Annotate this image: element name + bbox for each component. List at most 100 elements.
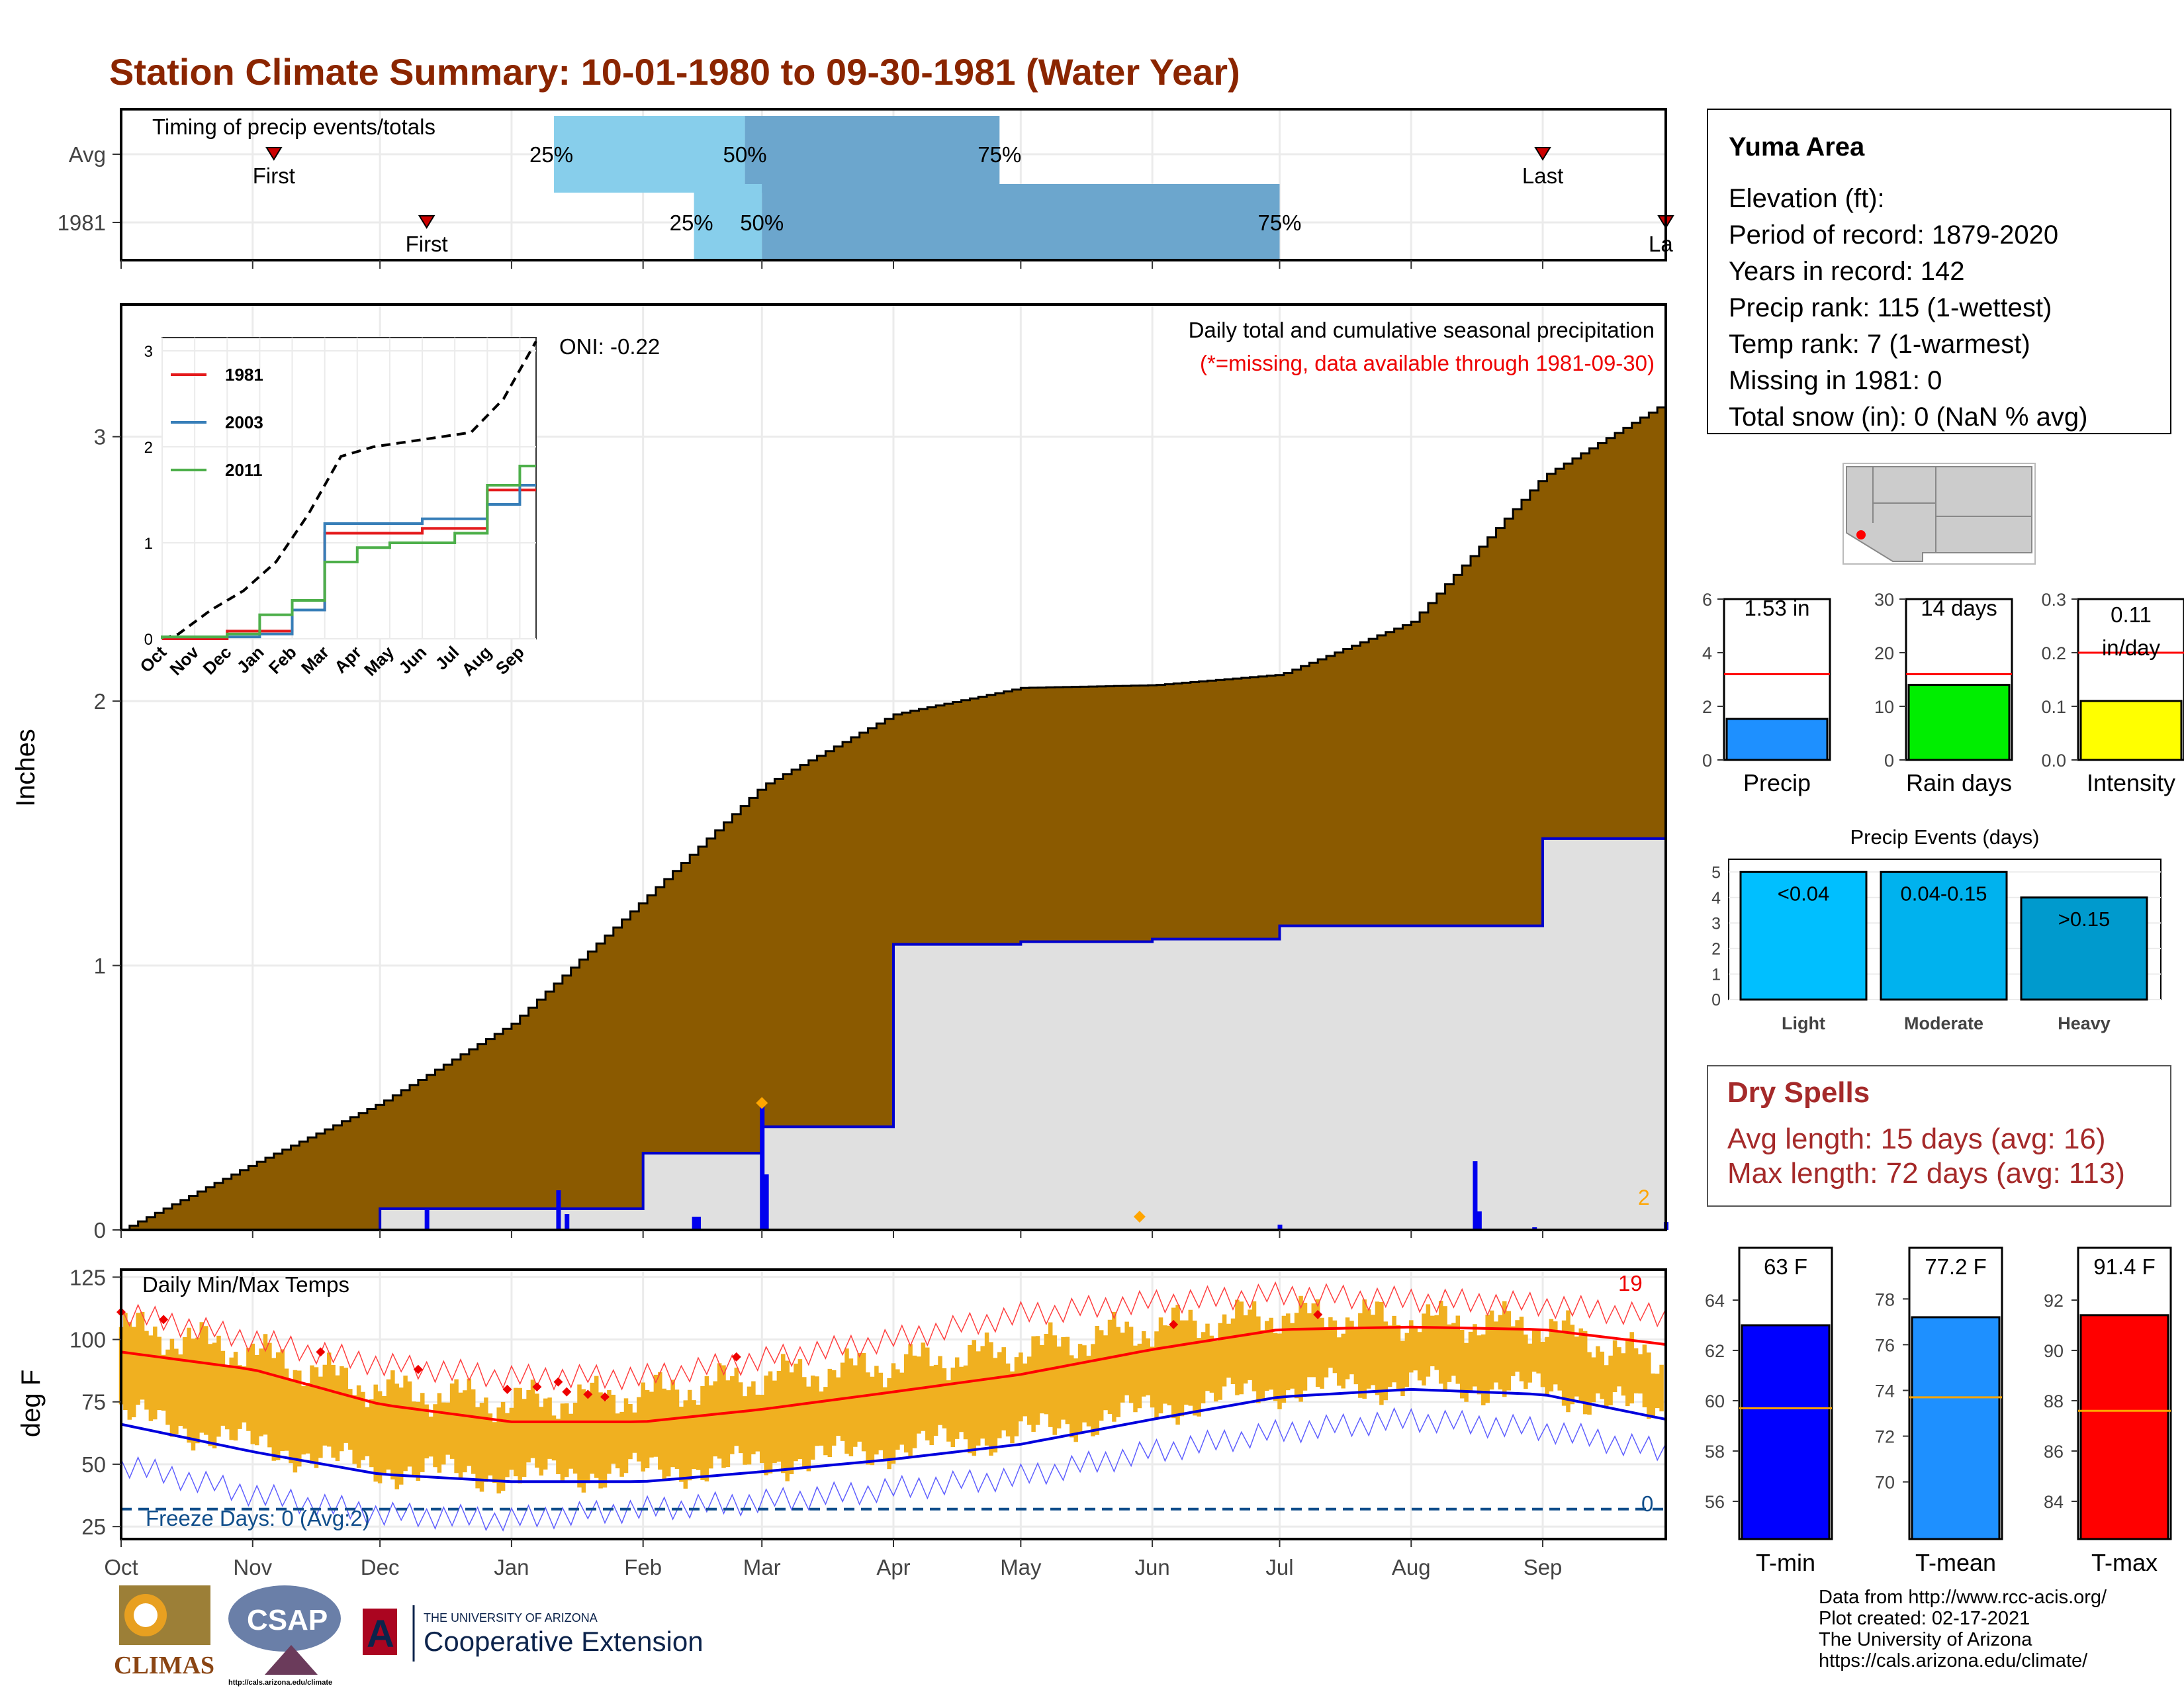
main-ytick-label: 3 bbox=[94, 425, 106, 449]
temp-bar-ytick-label: 74 bbox=[1875, 1381, 1895, 1401]
mini-bar-ytick-label: 4 bbox=[1702, 643, 1712, 663]
timing-p50-label: 50% bbox=[723, 142, 767, 167]
info-line: Temp rank: 7 (1-warmest) bbox=[1729, 330, 2030, 359]
climas-logo-text: CLIMAS bbox=[114, 1652, 214, 1679]
station-location-dot bbox=[1856, 530, 1866, 539]
event-bar-label: Moderate bbox=[1904, 1013, 1983, 1033]
record-count: 19 bbox=[1618, 1271, 1643, 1295]
inset-legend-label: 2011 bbox=[225, 460, 262, 480]
event-bar bbox=[1739, 870, 1868, 1001]
timing-bar-50-75 bbox=[762, 184, 1280, 261]
timing-p50-label: 50% bbox=[740, 211, 784, 235]
temp-bar-charts: 56 58 60 62 64 63 F T-min 70 72 74 76 78 77.2 F T-mea… bbox=[1705, 1246, 2172, 1576]
inset-ytick-label: 2 bbox=[144, 439, 153, 457]
temp-bar-label: T-mean bbox=[1915, 1549, 1996, 1576]
dry-spells-avg: Avg length: 15 days (avg: 16) bbox=[1727, 1123, 2106, 1155]
mini-bar-value bbox=[2079, 700, 2183, 761]
month-label: Sep bbox=[1524, 1555, 1563, 1579]
timing-bar-50-75 bbox=[745, 116, 1000, 193]
events-ytick-label: 5 bbox=[1711, 863, 1721, 882]
record-high-marker bbox=[502, 1384, 512, 1394]
inset-series-line bbox=[161, 465, 536, 639]
info-line: Period of record: 1879-2020 bbox=[1729, 220, 2058, 250]
temp-ytick-label: 125 bbox=[69, 1265, 106, 1289]
daily-precip-bar bbox=[1477, 1211, 1482, 1230]
timing-last-label: Last bbox=[1522, 164, 1563, 188]
avg-max-line bbox=[120, 1325, 1666, 1423]
temp-panel: Freeze Days: 0 (Avg:2) 0 19 Daily Min/Max T… bbox=[17, 1265, 1667, 1579]
daily-precip-bar bbox=[1473, 1161, 1478, 1230]
record-high-marker bbox=[532, 1382, 542, 1392]
record-high-marker bbox=[562, 1387, 572, 1397]
inset-legend-label: 1981 bbox=[225, 365, 263, 385]
main-ytick-label: 1 bbox=[94, 954, 106, 978]
daily-precip-bar bbox=[565, 1214, 570, 1230]
main-header: Daily total and cumulative seasonal prec… bbox=[1189, 318, 1655, 342]
mini-bar-ytick-label: 20 bbox=[1874, 643, 1894, 663]
temp-bar-ytick-label: 60 bbox=[1705, 1391, 1725, 1411]
timing-first-label: First bbox=[253, 164, 295, 188]
mini-bar-ytick-label: 0 bbox=[1884, 751, 1894, 771]
mini-bar-value-text: 0.11 bbox=[2111, 602, 2152, 627]
record-high-marker bbox=[553, 1377, 563, 1387]
avg-min-line bbox=[120, 1387, 1666, 1483]
temp-bar-value bbox=[1911, 1316, 2001, 1540]
record-high-marker bbox=[159, 1315, 169, 1325]
temp-bar-ytick-label: 72 bbox=[1875, 1427, 1895, 1447]
footer-line: Plot created: 02-17-2021 bbox=[1819, 1608, 2030, 1629]
mini-bar-ytick-label: 0.1 bbox=[2041, 697, 2066, 717]
footer-credits: Data from http://www.rcc-acis.org/ Plot … bbox=[1819, 1587, 2107, 1671]
month-label: Jul bbox=[1265, 1555, 1293, 1579]
month-label: Oct bbox=[104, 1555, 138, 1579]
temp-bar-label: T-max bbox=[2091, 1549, 2158, 1576]
temp-bar-ytick-label: 76 bbox=[1875, 1335, 1895, 1355]
csap-url: http://cals.arizona.edu/climate bbox=[228, 1679, 332, 1687]
daily-precip-bar bbox=[556, 1190, 561, 1230]
ua-line1: THE UNIVERSITY OF ARIZONA bbox=[424, 1611, 598, 1624]
temp-bar-label: T-min bbox=[1756, 1549, 1815, 1576]
info-line: Precip rank: 115 (1-wettest) bbox=[1729, 293, 2052, 322]
mini-bar-label: Intensity bbox=[2087, 769, 2175, 796]
missing-data-marker bbox=[1133, 1211, 1146, 1223]
csap-logo-text: CSAP bbox=[247, 1604, 328, 1636]
inset-ytick-label: 3 bbox=[144, 343, 153, 361]
missing-data-marker bbox=[756, 1097, 768, 1109]
main-ytick-label: 2 bbox=[94, 689, 106, 714]
temp-ytick-label: 50 bbox=[81, 1452, 106, 1477]
event-bar-range: >0.15 bbox=[2058, 908, 2110, 931]
timing-last-label: La bbox=[1649, 232, 1673, 256]
mini-bar-ytick-label: 10 bbox=[1874, 697, 1894, 717]
temp-bar-ytick-label: 88 bbox=[2044, 1391, 2064, 1411]
timing-bar-25-50 bbox=[694, 184, 762, 261]
oni-value: ONI: -0.22 bbox=[559, 334, 660, 359]
month-label: Feb bbox=[624, 1555, 662, 1579]
month-label: Aug bbox=[1392, 1555, 1431, 1579]
timing-last-marker bbox=[1534, 147, 1551, 161]
mini-bar-charts: 0 2 4 6 1.53 in Precip 0 10 20 30 14 days Rain days… bbox=[1702, 590, 2184, 796]
dry-spells-max: Max length: 72 days (avg: 113) bbox=[1727, 1157, 2125, 1190]
info-line: Total snow (in): 0 (NaN % avg) bbox=[1729, 402, 2087, 432]
events-ytick-label: 4 bbox=[1711, 889, 1721, 908]
daily-precip-bar bbox=[764, 1174, 769, 1230]
temp-ytick-label: 75 bbox=[81, 1390, 106, 1415]
events-ytick-label: 3 bbox=[1711, 914, 1721, 933]
daily-precip-bar bbox=[760, 1105, 765, 1230]
main-ytick-label: 0 bbox=[94, 1218, 106, 1243]
logo-climas: CLIMAS bbox=[114, 1585, 214, 1679]
timing-panel: 25% 50% 75% First Last Avg 25% 50% 75% First La 198… bbox=[58, 108, 1674, 269]
timing-p25-label: 25% bbox=[670, 211, 713, 235]
freeze-count: 0 bbox=[1641, 1491, 1653, 1516]
map-border-lines bbox=[1872, 467, 2032, 553]
daily-precip-bar bbox=[1277, 1225, 1283, 1230]
month-label: May bbox=[1000, 1555, 1042, 1579]
station-info-box: Yuma Area Elevation (ft): Period of reco… bbox=[1707, 109, 2171, 434]
daily-precip-bar bbox=[424, 1209, 430, 1230]
info-line: Elevation (ft): bbox=[1729, 184, 1885, 213]
record-high-marker bbox=[413, 1364, 423, 1374]
daily-precip-bar bbox=[692, 1217, 697, 1230]
timing-panel-label: Timing of precip events/totals bbox=[152, 115, 435, 139]
timing-bar-25-50 bbox=[554, 116, 745, 193]
inset-background bbox=[161, 337, 537, 639]
temp-bar-ytick-label: 78 bbox=[1875, 1289, 1895, 1309]
